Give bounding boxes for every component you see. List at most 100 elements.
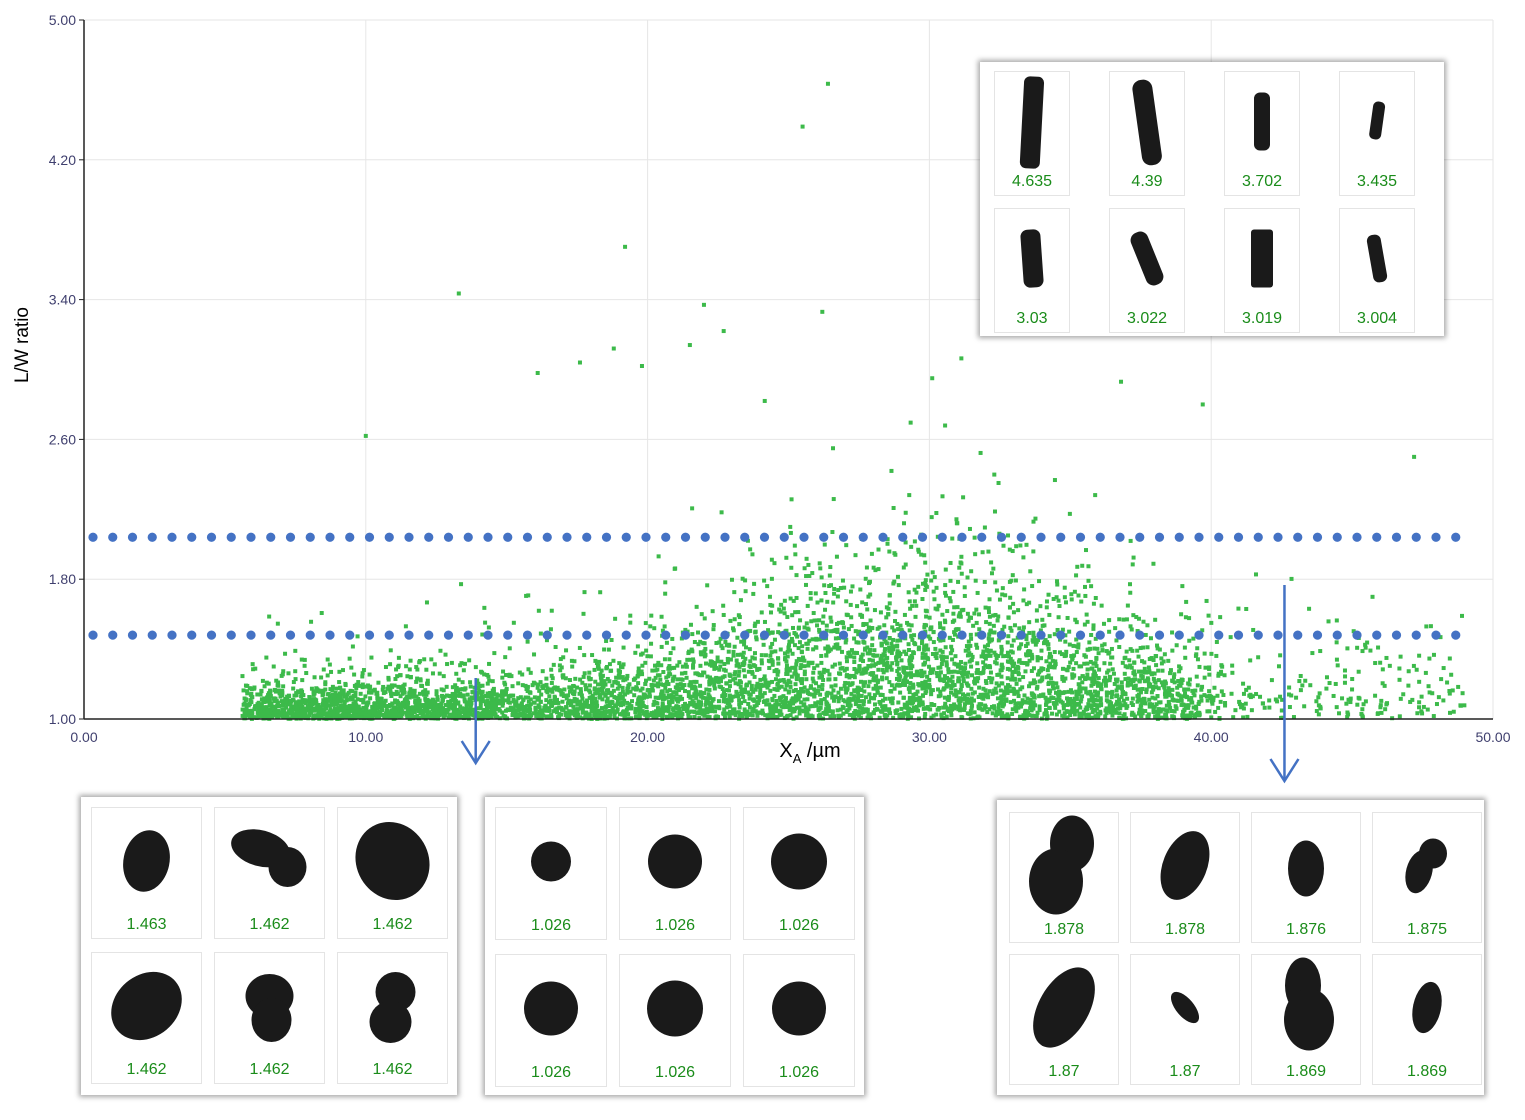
data-point [936,636,941,641]
data-point [849,623,854,628]
data-point [525,684,530,689]
data-point [696,703,701,708]
data-point [507,700,512,705]
data-point [943,593,948,598]
data-point [780,700,785,705]
data-point [697,716,702,721]
data-point [1008,595,1013,600]
data-point [712,686,717,691]
data-point [913,697,918,702]
data-point [920,680,925,685]
data-point [1095,706,1100,711]
data-point [277,703,282,708]
data-point [901,695,906,700]
data-point [1129,665,1134,670]
data-point [1045,640,1050,645]
data-point [1183,691,1188,696]
data-point [681,704,686,709]
data-point [1084,612,1089,617]
data-point [694,689,699,694]
data-point [987,689,992,694]
data-point [1080,694,1085,699]
data-point [1199,698,1204,703]
data-point [1025,696,1030,701]
data-point [896,627,901,632]
data-point [1117,645,1122,650]
data-point [1054,681,1059,686]
data-point [1159,661,1164,666]
data-point [561,675,566,680]
data-point [1107,618,1112,623]
data-point [1380,667,1385,672]
data-point [858,715,863,720]
data-point [326,697,331,702]
data-point [320,688,325,693]
data-point [832,662,837,667]
data-point [644,648,649,653]
data-point [600,712,605,717]
data-point [908,420,913,425]
data-point [573,676,578,681]
data-point [814,681,819,686]
data-point [957,662,962,667]
data-point [1103,675,1108,680]
data-point [735,635,740,640]
data-point [766,658,771,663]
data-point [1169,708,1174,713]
data-point [1254,572,1259,577]
data-point [671,708,676,713]
data-point [1085,661,1090,666]
data-point [425,681,430,686]
data-point [460,714,465,719]
data-point [1035,710,1040,715]
data-point [1222,673,1227,678]
data-point [1078,699,1083,704]
data-point [1160,715,1165,720]
data-point [478,700,483,705]
data-point [929,702,934,707]
data-point [389,693,394,698]
data-point [1447,656,1452,661]
data-point [772,693,777,698]
data-point [741,668,746,673]
data-point [536,697,541,702]
data-point [744,645,749,650]
data-point [1033,516,1038,521]
data-point [540,710,545,715]
data-point [580,710,585,715]
data-point [1060,666,1065,671]
data-point [1420,711,1425,716]
data-point [567,685,572,690]
data-point [421,689,426,694]
data-point [1091,661,1096,666]
data-point [1110,713,1115,718]
data-point [1008,605,1013,610]
data-point [1155,694,1160,699]
data-point [1179,702,1184,707]
data-point [902,612,907,617]
data-point [1184,713,1189,718]
data-point [1136,654,1141,659]
data-point [1093,673,1098,678]
data-point [329,697,334,702]
data-point [746,690,751,695]
data-point [449,698,454,703]
data-point [615,681,620,686]
data-point [790,709,795,714]
data-point [804,556,809,561]
data-point [271,696,276,701]
data-point [1053,705,1058,710]
data-point [829,619,834,624]
data-point [568,689,573,694]
data-point [982,644,987,649]
data-point [1456,684,1461,689]
data-point [909,666,914,671]
data-point [441,674,446,679]
data-point [283,651,288,656]
data-point [728,657,733,662]
data-point [524,687,529,692]
data-point [600,697,605,702]
data-point [1074,573,1079,578]
data-point [360,671,365,676]
data-point [391,705,396,710]
